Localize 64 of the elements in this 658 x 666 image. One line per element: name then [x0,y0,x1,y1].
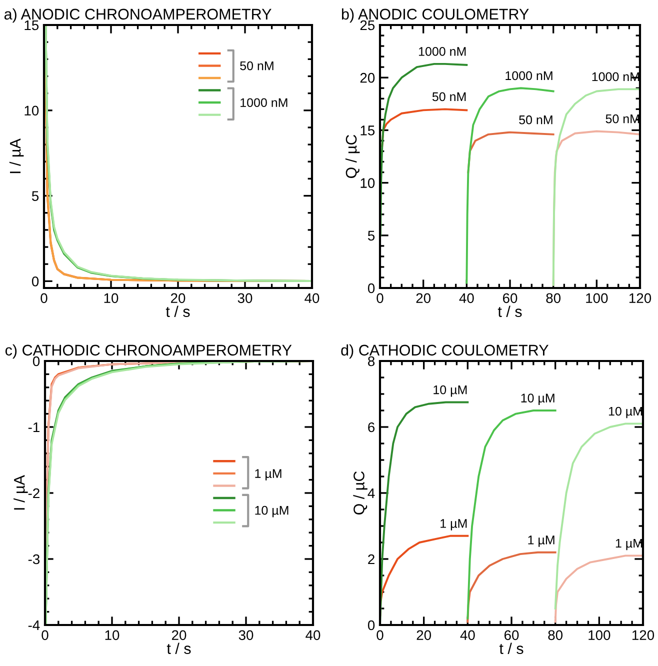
y-tick-label: 5 [368,230,375,241]
x-tick-label: 40 [460,630,475,640]
x-tick-label: 20 [416,630,432,640]
x-tick-label: 20 [170,293,186,304]
series-label: 1 µM [616,538,642,550]
x-tick-label: 100 [586,293,608,304]
x-tick-label: 10 [104,293,118,304]
series-label: 10 µM [608,406,642,418]
x-tick-label: 40 [304,293,320,304]
y-tick-label: 6 [368,422,375,432]
x-tick-label: 20 [172,630,186,640]
x-tick-label: 20 [416,293,431,304]
x-axis-title: t / s [166,642,191,654]
y-tick-label: -4 [28,620,40,630]
x-tick-label: 40 [306,630,320,640]
x-axis-title: t / s [499,642,524,654]
x-tick-label: 80 [548,630,563,640]
x-tick-label: 60 [504,630,519,640]
x-tick-label: 30 [238,630,254,640]
y-tick-label: -2 [28,488,40,498]
y-tick-label: 15 [24,20,39,30]
y-tick-label: 4 [368,488,375,498]
y-tick-label: 10 [360,178,375,188]
x-tick-label: 120 [632,630,654,640]
y-tick-label: 5 [32,191,39,201]
x-tick-label: 40 [459,293,474,304]
series-label: 10 µM [521,394,554,405]
x-tick-label: 10 [105,630,120,640]
series-label: 1000 nM [506,71,552,80]
series-label: 10 µM [434,385,467,397]
series-label: 1000 nM [418,47,466,56]
y-tick-label: 0 [368,620,375,630]
legend-label: 50 nM [240,61,274,70]
series-label: 1 µM [528,536,554,547]
x-axis-title: t / s [166,306,190,318]
x-tick-label: 60 [502,293,518,304]
y-tick-label: -1 [28,422,40,432]
y-axis-title: Q / µC [353,471,368,515]
x-tick-label: 80 [546,293,561,304]
x-tick-label: 0 [42,630,48,640]
series-label: 1 µM [440,519,467,530]
x-tick-label: 0 [376,630,384,640]
y-axis-title: I / µA [14,475,28,510]
x-tick-label: 100 [588,630,610,640]
x-tick-label: 120 [629,293,652,304]
x-tick-label: 30 [238,293,252,304]
legend-label: 1000 nM [240,98,288,108]
legend-label: 10 µM [255,506,288,518]
y-tick-label: 15 [360,126,375,136]
y-tick-label: 2 [368,554,374,564]
series-label: 50 nM [519,115,552,124]
y-tick-label: -3 [28,554,40,564]
x-tick-label: 0 [40,293,48,304]
y-tick-label: 0 [32,276,39,286]
x-axis-title: t / s [498,306,522,318]
y-tick-label: 20 [360,72,375,83]
y-tick-label: 10 [24,106,39,116]
legend-label: 1 µM [255,469,282,480]
series-label: 50 nM [432,92,466,102]
series-label: 50 nM [606,114,639,124]
x-tick-label: 0 [376,293,384,304]
y-axis-title: I / µA [9,138,24,174]
y-tick-label: 0 [368,283,375,294]
y-axis-title: Q / µC [345,134,360,178]
